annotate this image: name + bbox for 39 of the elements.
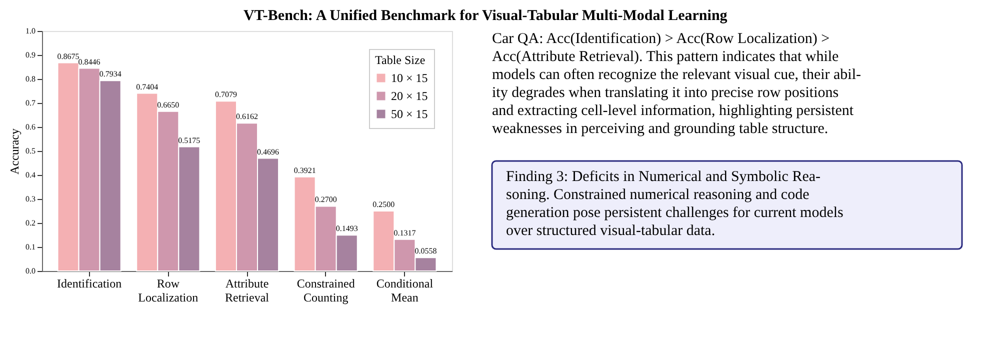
legend-label: 10 × 15 — [391, 71, 428, 85]
data-label: 0.2500 — [372, 200, 395, 209]
y-tick-label: 1.0 — [26, 26, 36, 36]
data-label: 0.2700 — [314, 195, 337, 204]
data-label: 0.7404 — [136, 82, 158, 92]
y-tick-label: 0.1 — [26, 242, 36, 252]
text: Car QA: Acc(Identification) > Acc(Row Localization) > Acc(Attribute Retrieval). This pattern indicates that while models can often recognize the relevant visual cue, their abil- ity degrades when translating it into precise row positions and extracting cell-level information, highlighting persistent weaknesses in perceiving and grounding table structure. — [492, 31, 862, 137]
legend-label: 50 × 15 — [391, 107, 428, 121]
data-label: 0.4696 — [257, 147, 280, 156]
data-label: 0.1317 — [394, 228, 416, 238]
legend-title: Table Size — [375, 53, 426, 67]
data-label: 0.8446 — [78, 57, 100, 66]
x-tick-label: Row Localization — [138, 276, 198, 304]
x-tick-label: Attribute Retrieval — [225, 276, 270, 304]
data-label: 0.7934 — [99, 70, 122, 79]
x-tick-label: Conditional Mean — [376, 276, 434, 304]
y-tick-label: 0.2 — [26, 218, 36, 228]
data-label: 0.5175 — [178, 136, 200, 145]
y-tick-label: 0.4 — [26, 170, 36, 180]
y-axis-title: Accuracy — [8, 128, 22, 174]
y-tick-label: 0.7 — [26, 98, 36, 108]
text: Finding 3: Deficits in Numerical and Symbolic Rea- soning. Constrained numerical reasoning and code generation pose persistent challenges for current models over structured visual-tabular data. — [506, 169, 844, 239]
data-label: 0.0558 — [414, 246, 437, 256]
x-tick-label: Identification — [56, 276, 122, 290]
x-tick-label: Constrained Counting — [296, 276, 355, 304]
data-label: 0.6650 — [157, 100, 180, 110]
text: VT-Bench: A Unified Benchmark for Visual-Tabular Multi-Modal Learning — [243, 8, 728, 24]
y-tick-label: 0.9 — [26, 50, 36, 60]
legend-label: 20 × 15 — [391, 89, 428, 103]
y-tick-label: 0.0 — [26, 266, 36, 276]
y-tick-label: 0.6 — [26, 122, 36, 132]
y-tick-label: 0.3 — [26, 194, 36, 204]
data-label: 0.8675 — [57, 52, 80, 61]
data-label: 0.6162 — [236, 112, 258, 122]
y-tick-label: 0.8 — [26, 74, 36, 84]
data-label: 0.3921 — [294, 166, 316, 175]
data-label: 0.7079 — [214, 90, 237, 100]
data-label: 0.1493 — [336, 224, 358, 234]
y-tick-label: 0.5 — [26, 146, 36, 156]
